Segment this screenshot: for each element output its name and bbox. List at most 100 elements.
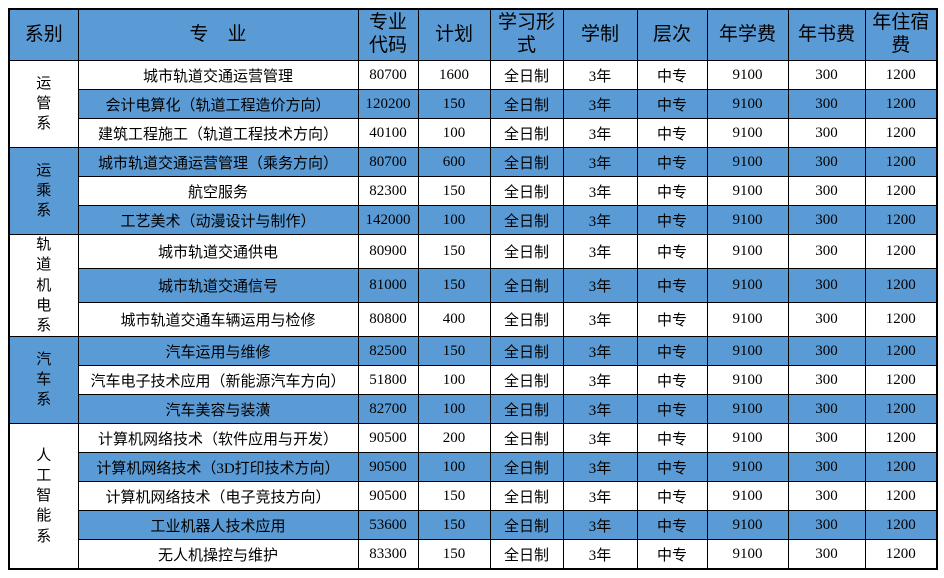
duration-cell: 3年 bbox=[562, 539, 638, 570]
book-fee-cell: 300 bbox=[787, 539, 866, 570]
lodging-fee-cell: 1200 bbox=[864, 336, 938, 367]
major-cell: 城市轨道交通运营管理（乘务方向） bbox=[77, 147, 359, 177]
department-cell: 人工智能系 bbox=[8, 423, 79, 570]
plan-cell: 150 bbox=[417, 336, 491, 367]
table-row: 轨道机电系 城市轨道交通供电 80900 150 全日制 3年 中专 9100 300 1200 bbox=[8, 233, 938, 338]
column-header-level: 层次 bbox=[636, 8, 708, 61]
book-fee-cell: 300 bbox=[787, 336, 866, 367]
major-cell: 建筑工程施工（轨道工程技术方向） bbox=[77, 118, 359, 148]
level-cell: 中专 bbox=[636, 510, 708, 541]
table-row: 会计电算化（轨道工程造价方向） 120200 150 全日制 3年 中专 9100 300 12… bbox=[9, 89, 938, 119]
code-cell: 80900 bbox=[357, 233, 419, 270]
column-header-plan: 计划 bbox=[417, 8, 491, 61]
code-cell: 53600 bbox=[357, 510, 419, 541]
level-cell: 中专 bbox=[636, 394, 708, 425]
lodging-fee-cell: 1200 bbox=[864, 268, 938, 304]
tuition-cell: 9100 bbox=[706, 118, 789, 148]
duration-cell: 3年 bbox=[562, 452, 638, 483]
lodging-fee-cell: 1200 bbox=[864, 481, 938, 512]
code-cell: 90500 bbox=[357, 423, 419, 454]
tuition-cell: 9100 bbox=[706, 268, 789, 304]
duration-cell: 3年 bbox=[562, 481, 638, 512]
book-fee-cell: 300 bbox=[787, 147, 866, 177]
table-body: 运管系 城市轨道交通运营管理 80700 1600 全日制 3年 中专 9100 300 1200… bbox=[8, 60, 938, 570]
study-form-cell: 全日制 bbox=[489, 365, 564, 396]
column-header-annual-book-fee: 年书费 bbox=[787, 8, 866, 61]
lodging-fee-cell: 1200 bbox=[864, 89, 938, 119]
lodging-fee-cell: 1200 bbox=[864, 452, 938, 483]
study-form-cell: 全日制 bbox=[489, 176, 564, 206]
plan-cell: 100 bbox=[417, 394, 491, 425]
plan-cell: 100 bbox=[417, 205, 491, 235]
level-cell: 中专 bbox=[636, 336, 708, 367]
department-name: 轨道机电系 bbox=[36, 237, 52, 334]
code-cell: 120200 bbox=[357, 89, 419, 119]
major-cell: 城市轨道交通供电 bbox=[77, 233, 359, 270]
department-name: 汽车系 bbox=[36, 351, 52, 409]
book-fee-cell: 300 bbox=[787, 510, 866, 541]
duration-cell: 3年 bbox=[562, 233, 638, 270]
plan-cell: 150 bbox=[417, 176, 491, 206]
tuition-cell: 9100 bbox=[706, 481, 789, 512]
column-header-department: 系别 bbox=[8, 8, 79, 61]
department-cell: 汽车系 bbox=[8, 336, 79, 425]
tuition-cell: 9100 bbox=[706, 510, 789, 541]
code-cell: 80700 bbox=[357, 60, 419, 90]
major-cell: 无人机操控与维护 bbox=[77, 539, 359, 570]
book-fee-cell: 300 bbox=[787, 118, 866, 148]
column-header-major: 专 业 bbox=[77, 8, 359, 61]
code-cell: 90500 bbox=[357, 452, 419, 483]
duration-cell: 3年 bbox=[562, 118, 638, 148]
level-cell: 中专 bbox=[636, 118, 708, 148]
duration-cell: 3年 bbox=[562, 336, 638, 367]
lodging-fee-cell: 1200 bbox=[864, 539, 938, 570]
level-cell: 中专 bbox=[636, 233, 708, 270]
level-cell: 中专 bbox=[636, 481, 708, 512]
department-cell: 运乘系 bbox=[8, 147, 79, 235]
code-cell: 80800 bbox=[357, 302, 419, 338]
table-row: 汽车美容与装潢 82700 100 全日制 3年 中专 9100 300 1200 bbox=[9, 394, 938, 425]
lodging-fee-cell: 1200 bbox=[864, 302, 938, 338]
table-row: 无人机操控与维护 83300 150 全日制 3年 中专 9100 300 1200 bbox=[9, 539, 938, 570]
tuition-cell: 9100 bbox=[706, 60, 789, 90]
level-cell: 中专 bbox=[636, 539, 708, 570]
table-row: 航空服务 82300 150 全日制 3年 中专 9100 300 1200 bbox=[9, 176, 938, 206]
column-header-duration: 学制 bbox=[562, 8, 638, 61]
plan-cell: 1600 bbox=[417, 60, 491, 90]
book-fee-cell: 300 bbox=[787, 302, 866, 338]
level-cell: 中专 bbox=[636, 452, 708, 483]
duration-cell: 3年 bbox=[562, 365, 638, 396]
lodging-fee-cell: 1200 bbox=[864, 233, 938, 270]
code-cell: 82500 bbox=[357, 336, 419, 367]
book-fee-cell: 300 bbox=[787, 423, 866, 454]
study-form-cell: 全日制 bbox=[489, 268, 564, 304]
level-cell: 中专 bbox=[636, 302, 708, 338]
level-cell: 中专 bbox=[636, 365, 708, 396]
book-fee-cell: 300 bbox=[787, 233, 866, 270]
tuition-cell: 9100 bbox=[706, 147, 789, 177]
major-cell: 汽车运用与维修 bbox=[77, 336, 359, 367]
table-row: 运管系 城市轨道交通运营管理 80700 1600 全日制 3年 中专 9100 300 1200 bbox=[8, 60, 938, 148]
level-cell: 中专 bbox=[636, 205, 708, 235]
lodging-fee-cell: 1200 bbox=[864, 176, 938, 206]
study-form-cell: 全日制 bbox=[489, 60, 564, 90]
code-cell: 142000 bbox=[357, 205, 419, 235]
book-fee-cell: 300 bbox=[787, 60, 866, 90]
plan-cell: 150 bbox=[417, 268, 491, 304]
tuition-cell: 9100 bbox=[706, 176, 789, 206]
department-name: 人工智能系 bbox=[36, 447, 52, 545]
study-form-cell: 全日制 bbox=[489, 205, 564, 235]
lodging-fee-cell: 1200 bbox=[864, 365, 938, 396]
plan-cell: 150 bbox=[417, 510, 491, 541]
book-fee-cell: 300 bbox=[787, 268, 866, 304]
book-fee-cell: 300 bbox=[787, 89, 866, 119]
major-cell: 航空服务 bbox=[77, 176, 359, 206]
code-cell: 40100 bbox=[357, 118, 419, 148]
code-cell: 81000 bbox=[357, 268, 419, 304]
lodging-fee-cell: 1200 bbox=[864, 118, 938, 148]
duration-cell: 3年 bbox=[562, 423, 638, 454]
duration-cell: 3年 bbox=[562, 268, 638, 304]
lodging-fee-cell: 1200 bbox=[864, 510, 938, 541]
duration-cell: 3年 bbox=[562, 510, 638, 541]
